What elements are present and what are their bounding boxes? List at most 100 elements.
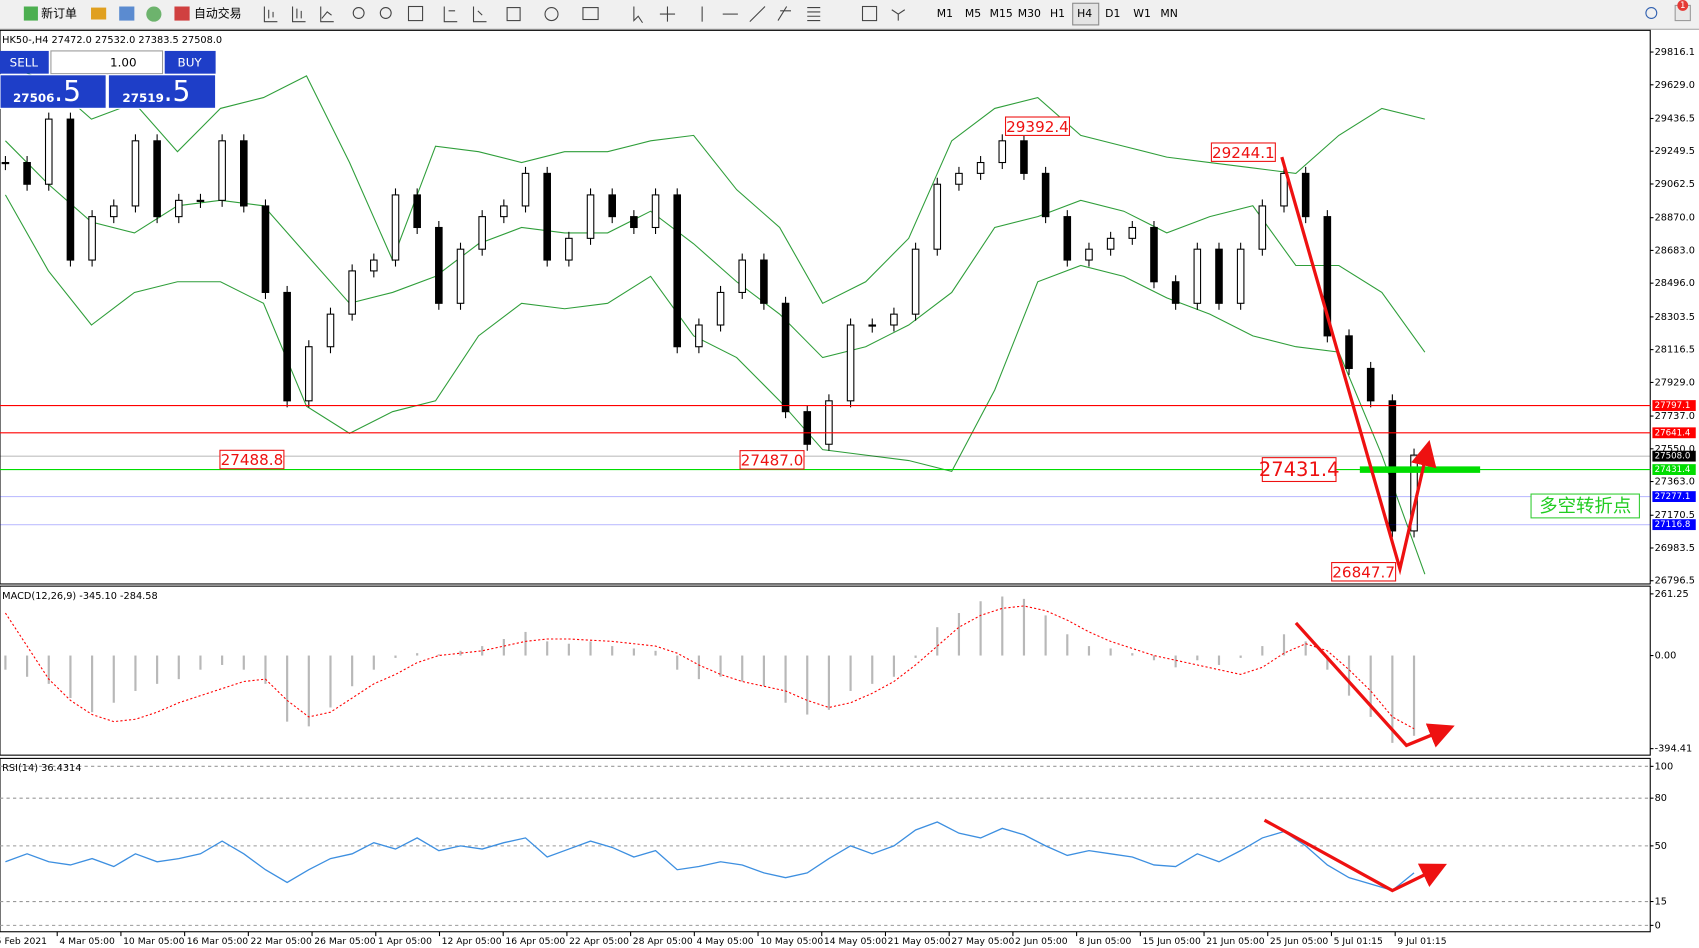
macd-bar bbox=[307, 655, 310, 727]
auto-trading-icon[interactable] bbox=[174, 6, 190, 21]
price-tag-label: 27431.4 bbox=[1655, 465, 1691, 475]
candle-body bbox=[305, 346, 313, 402]
bollinger-lower bbox=[4, 194, 1426, 575]
timeframe-button[interactable]: MN bbox=[1160, 7, 1177, 20]
macd-bar bbox=[199, 655, 202, 670]
toolbar-icon[interactable] bbox=[119, 6, 135, 21]
price-arrow bbox=[1280, 156, 1437, 576]
y-tick-label: 29629.0 bbox=[1655, 80, 1695, 91]
candle-body bbox=[196, 199, 205, 202]
sell-price-box[interactable] bbox=[0, 74, 107, 109]
candle-body bbox=[218, 140, 226, 201]
x-tick-label: 4 Mar 05:00 bbox=[59, 936, 115, 947]
macd-bar bbox=[1369, 655, 1372, 717]
x-tick-label: 10 May 05:00 bbox=[760, 936, 823, 947]
cursor-tool[interactable] bbox=[633, 6, 643, 24]
candle-body bbox=[1171, 281, 1180, 304]
new-order-button[interactable]: 新订单 bbox=[41, 7, 77, 21]
sell-button[interactable] bbox=[0, 50, 49, 74]
macd-bar bbox=[221, 655, 224, 665]
x-tick-label: 2 Jun 05:00 bbox=[1015, 936, 1068, 947]
x-tick-label: 16 Mar 05:00 bbox=[187, 936, 249, 947]
buy-price-box[interactable] bbox=[107, 74, 217, 109]
price-tag bbox=[1652, 519, 1696, 531]
timeframe-button[interactable]: M1 bbox=[937, 7, 953, 20]
sell-label[interactable]: SELL bbox=[10, 55, 39, 69]
lot-input[interactable] bbox=[50, 50, 164, 75]
candle-body bbox=[153, 140, 161, 218]
macd-bar bbox=[524, 631, 527, 656]
buy-label[interactable]: BUY bbox=[178, 55, 203, 69]
arrows-tool[interactable] bbox=[891, 9, 906, 21]
x-tick-label: 8 Jun 05:00 bbox=[1079, 936, 1132, 947]
crosshair-tool[interactable] bbox=[659, 6, 676, 22]
indicators[interactable] bbox=[506, 7, 521, 22]
buy-button[interactable] bbox=[164, 50, 216, 74]
macd-bar bbox=[654, 650, 657, 656]
y-tick-label: 0 bbox=[1655, 920, 1661, 931]
timeframe-button[interactable]: W1 bbox=[1133, 7, 1151, 20]
candle-body bbox=[500, 205, 508, 218]
chart-shift[interactable] bbox=[472, 6, 487, 23]
candle-body bbox=[976, 161, 985, 174]
candle-body bbox=[1236, 248, 1245, 304]
macd-bar bbox=[1087, 646, 1091, 656]
channel-tool[interactable] bbox=[777, 6, 791, 21]
candle-body bbox=[109, 205, 118, 218]
timeframe-button[interactable]: D1 bbox=[1105, 7, 1120, 20]
zoom-out[interactable] bbox=[379, 7, 392, 19]
templates[interactable] bbox=[582, 7, 599, 21]
candle-body bbox=[1301, 172, 1310, 218]
price-annotation: 29392.4 bbox=[1006, 118, 1069, 136]
price-annotation-box bbox=[219, 449, 285, 470]
new-order-icon[interactable] bbox=[23, 6, 38, 21]
candle-body bbox=[651, 194, 660, 229]
line-chart-tool[interactable] bbox=[320, 6, 334, 23]
lot-value[interactable]: 1.00 bbox=[110, 55, 137, 69]
timeframe-button[interactable]: M15 bbox=[990, 7, 1013, 20]
macd-panel bbox=[0, 585, 1651, 756]
zoom-in[interactable] bbox=[352, 7, 365, 19]
bar-chart-tool[interactable] bbox=[263, 6, 278, 23]
macd-bar bbox=[676, 655, 679, 670]
candle-tool[interactable] bbox=[292, 6, 306, 23]
macd-bar bbox=[957, 613, 961, 656]
candle-body bbox=[283, 291, 291, 402]
search-icon[interactable] bbox=[1645, 7, 1658, 19]
candle-body bbox=[998, 140, 1007, 164]
macd-bar bbox=[871, 655, 874, 684]
macd-bar bbox=[1217, 655, 1221, 665]
x-tick-label: 9 Jul 01:15 bbox=[1397, 936, 1446, 947]
candle-body bbox=[435, 226, 443, 304]
auto-trading-button[interactable]: 自动交易 bbox=[194, 7, 242, 21]
toolbar-icon[interactable] bbox=[146, 6, 162, 22]
periods[interactable] bbox=[544, 7, 559, 22]
timeframe-button[interactable]: M5 bbox=[965, 7, 981, 20]
toolbar-icon[interactable] bbox=[91, 7, 107, 20]
macd-bar bbox=[47, 655, 50, 684]
trendline-tool[interactable] bbox=[749, 6, 766, 23]
fibo-tool[interactable] bbox=[807, 7, 821, 22]
timeframe-button[interactable]: H1 bbox=[1050, 7, 1065, 20]
macd-bar bbox=[1066, 634, 1069, 656]
x-tick-label: 1 Apr 05:00 bbox=[378, 936, 432, 947]
candle-body bbox=[630, 216, 638, 229]
tile-windows[interactable] bbox=[407, 5, 424, 22]
autoscroll[interactable] bbox=[443, 6, 458, 23]
macd-bar bbox=[1261, 646, 1264, 656]
candle-body bbox=[1063, 216, 1072, 261]
buy-price: 27519 bbox=[122, 91, 163, 105]
toolbar-tools bbox=[263, 5, 906, 24]
candle-body bbox=[1280, 172, 1288, 207]
x-tick-label: 28 Apr 05:00 bbox=[633, 936, 693, 947]
price-tag-label: 27797.1 bbox=[1655, 401, 1691, 411]
y-tick-label: -394.41 bbox=[1655, 744, 1693, 755]
x-tick-label: 26 Mar 05:00 bbox=[314, 936, 376, 947]
text-tool[interactable] bbox=[861, 5, 878, 22]
candle-body bbox=[781, 302, 790, 413]
candle-body bbox=[543, 172, 551, 261]
candle-body bbox=[1020, 140, 1028, 174]
macd-bar bbox=[806, 655, 809, 715]
timeframe-button[interactable]: H4 bbox=[1077, 7, 1092, 20]
timeframe-button[interactable]: M30 bbox=[1018, 7, 1041, 20]
